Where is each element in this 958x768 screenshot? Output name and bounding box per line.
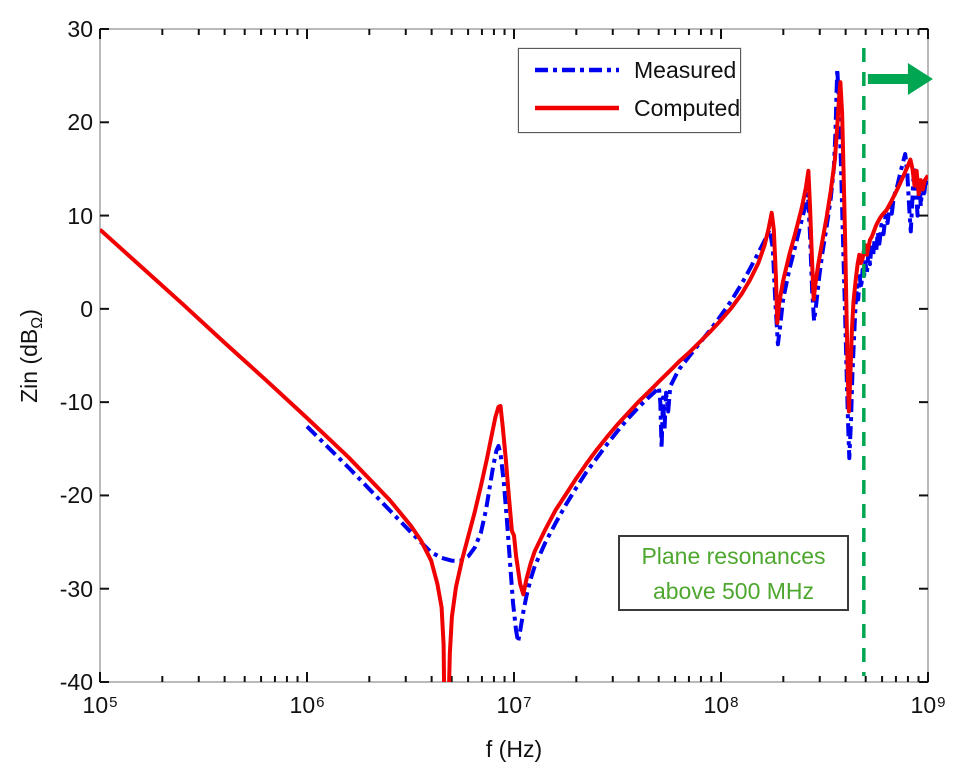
legend-item-measured: Measured [533, 53, 740, 87]
y-axis-label: Zin (dBΩ) [16, 309, 46, 403]
annotation-line1: Plane resonances [641, 543, 826, 569]
resonance-arrow-icon [867, 63, 933, 95]
x-tick-label: 107 [496, 692, 532, 718]
legend-label-measured: Measured [634, 56, 737, 83]
y-tick-label: -10 [59, 389, 93, 416]
x-tick-label: 106 [289, 692, 325, 718]
x-tick-label: 108 [703, 692, 739, 718]
legend-item-computed: Computed [533, 91, 740, 125]
y-tick-label: -40 [59, 669, 93, 695]
legend: Measured Computed [518, 48, 741, 133]
y-tick-label: 0 [80, 295, 93, 322]
legend-label-computed: Computed [634, 94, 741, 121]
y-tick-label: -20 [59, 482, 93, 509]
y-tick-label: 10 [67, 202, 93, 229]
x-tick-label: 109 [910, 692, 946, 718]
computed-line-sample-icon [535, 105, 619, 111]
x-tick-label: 105 [82, 692, 118, 718]
measured-line-sample-icon [535, 67, 619, 73]
y-tick-label: -30 [59, 575, 93, 602]
annotation-box: Plane resonances above 500 MHz [618, 535, 849, 611]
axis-ticks [99, 28, 929, 683]
x-axis-label: f (Hz) [485, 736, 543, 762]
computed-curve [100, 80, 928, 682]
annotation-line2: above 500 MHz [652, 578, 815, 604]
y-tick-label: 20 [67, 109, 93, 136]
y-tick-label: 30 [67, 16, 93, 42]
measured-curve [305, 67, 928, 644]
